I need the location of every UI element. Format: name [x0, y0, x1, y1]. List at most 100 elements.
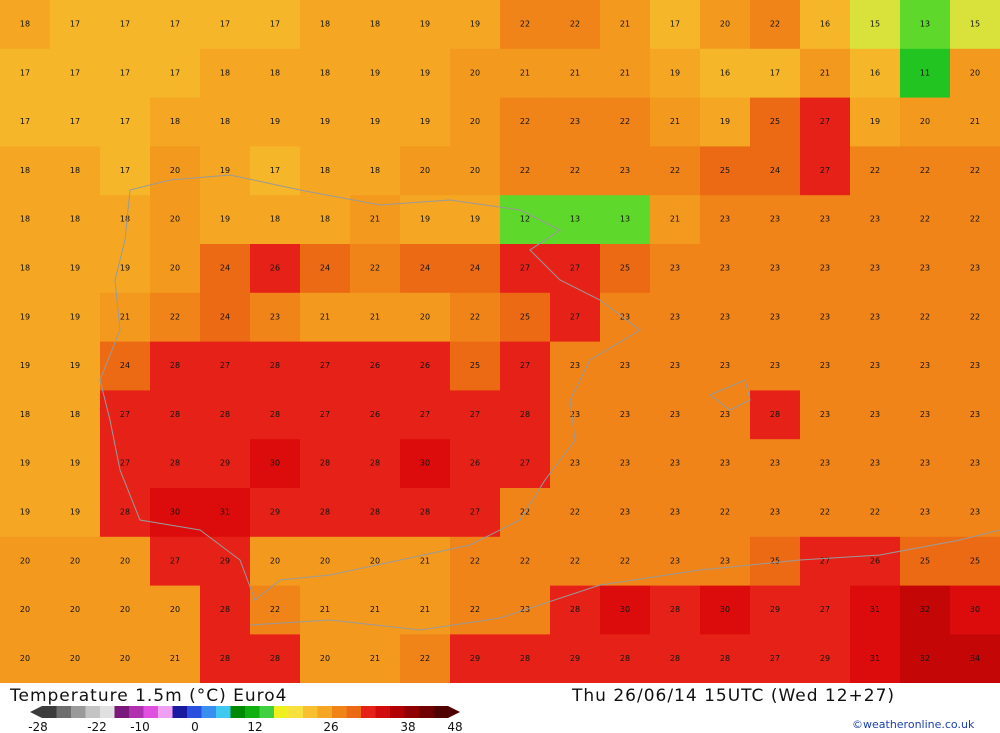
legend-swatch — [85, 706, 101, 718]
temp-value: 22 — [870, 508, 880, 517]
temp-cell — [250, 292, 301, 343]
temp-value: 25 — [920, 556, 930, 565]
temp-value: 17 — [20, 68, 30, 77]
temp-cell — [900, 390, 951, 440]
temp-cell — [800, 195, 851, 245]
temp-value: 27 — [570, 264, 580, 273]
temp-cell — [700, 536, 751, 587]
temp-cell — [250, 634, 301, 684]
temp-cell — [750, 341, 801, 391]
temp-cell — [0, 48, 51, 99]
temp-value: 23 — [720, 361, 730, 370]
temp-cell — [500, 146, 551, 196]
temp-value: 22 — [720, 508, 730, 517]
temp-value: 23 — [670, 264, 680, 273]
temp-value: 17 — [20, 117, 30, 126]
temp-cell — [450, 390, 501, 440]
temp-cell — [400, 390, 451, 440]
temp-value: 23 — [670, 556, 680, 565]
temp-value: 20 — [270, 556, 280, 565]
temp-value: 21 — [370, 215, 380, 224]
temp-cell — [400, 244, 451, 294]
temp-cell — [350, 439, 401, 489]
temp-value: 23 — [720, 312, 730, 321]
temp-value: 19 — [70, 508, 80, 517]
temp-cell — [650, 634, 701, 684]
temp-cell — [700, 97, 751, 147]
temp-cell — [650, 292, 701, 343]
legend-swatch — [288, 706, 304, 718]
temp-cell — [450, 634, 501, 684]
temp-value: 29 — [570, 654, 580, 663]
temp-value: 32 — [920, 654, 930, 663]
temp-cell — [500, 244, 551, 294]
temp-cell — [700, 488, 751, 538]
temp-value: 25 — [520, 312, 530, 321]
temp-value: 18 — [320, 20, 330, 29]
temp-value: 18 — [370, 20, 380, 29]
temp-value: 25 — [770, 556, 780, 565]
temp-cell — [600, 439, 651, 489]
temp-value: 20 — [170, 215, 180, 224]
temp-cell — [150, 292, 201, 343]
temp-value: 24 — [220, 264, 230, 273]
temp-cell — [950, 195, 1000, 245]
temp-value: 21 — [970, 117, 980, 126]
temp-cell — [200, 97, 251, 147]
temp-cell — [250, 341, 301, 391]
temp-value: 23 — [870, 361, 880, 370]
legend-swatch — [390, 706, 405, 718]
temp-value: 23 — [570, 410, 580, 419]
temp-value: 31 — [220, 508, 230, 517]
temp-cell — [300, 292, 351, 343]
temp-value: 20 — [370, 556, 380, 565]
temp-value: 11 — [920, 68, 930, 77]
temp-cell — [100, 585, 151, 635]
temp-cell — [150, 585, 201, 635]
temp-cell — [0, 488, 51, 538]
temp-cell — [700, 146, 751, 196]
temp-value: 23 — [870, 410, 880, 419]
temp-cell — [350, 195, 401, 245]
temp-cell — [500, 0, 551, 50]
temp-value: 22 — [870, 166, 880, 175]
legend-label: 38 — [400, 720, 415, 733]
temp-value: 13 — [570, 215, 580, 224]
temp-cell — [250, 585, 301, 635]
temp-value: 27 — [170, 556, 180, 565]
temp-cell — [750, 292, 801, 343]
legend-swatch — [404, 706, 420, 718]
legend-swatch — [433, 706, 449, 718]
temp-cell — [400, 97, 451, 147]
temp-value: 27 — [520, 361, 530, 370]
temp-cell — [350, 146, 401, 196]
legend-swatch — [361, 706, 376, 718]
temp-cell — [200, 585, 251, 635]
temp-value: 28 — [270, 654, 280, 663]
temp-value: 19 — [670, 68, 680, 77]
temp-cell — [950, 341, 1000, 391]
temp-cell — [900, 439, 951, 489]
temp-cell — [950, 439, 1000, 489]
temp-cell — [550, 390, 601, 440]
temp-cell — [300, 585, 351, 635]
temp-value: 19 — [470, 20, 480, 29]
temp-cell — [950, 48, 1000, 99]
temp-value: 28 — [570, 605, 580, 614]
temp-value: 20 — [170, 605, 180, 614]
temp-cell — [800, 536, 851, 587]
temp-cell — [500, 292, 551, 343]
valid-time: Thu 26/06/14 15UTC (Wed 12+27) — [571, 686, 895, 706]
temp-cell — [750, 585, 801, 635]
temp-cell — [750, 146, 801, 196]
legend-label: -10 — [130, 720, 150, 733]
temp-value: 23 — [670, 410, 680, 419]
temp-value: 23 — [720, 215, 730, 224]
temp-value: 23 — [770, 361, 780, 370]
temp-cell — [250, 146, 301, 196]
temp-cell — [0, 536, 51, 587]
temp-cell — [650, 488, 701, 538]
temp-cell — [550, 48, 601, 99]
temp-value: 24 — [220, 312, 230, 321]
temp-cell — [550, 97, 601, 147]
